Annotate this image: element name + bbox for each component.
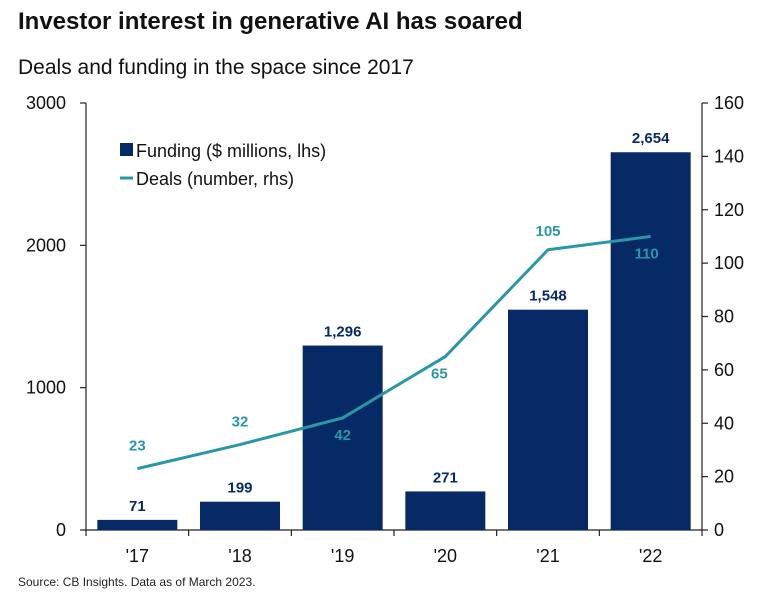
x-tick-label: '21 [536,546,559,566]
right-tick-label: 120 [714,200,744,220]
deals-line-label: 65 [431,366,448,383]
legend-label-deals: Deals (number, rhs) [136,169,294,189]
left-tick-label: 3000 [26,93,66,113]
funding-bar-label: 2,654 [632,130,670,147]
funding-bar-label: 271 [433,469,458,486]
funding-bar-label: 1,548 [529,288,567,305]
source-note: Source: CB Insights. Data as of March 20… [18,575,256,589]
deals-line-label: 32 [232,414,249,431]
deals-line-label: 110 [635,245,659,262]
x-tick-label: '18 [228,546,251,566]
deals-line-label: 42 [334,427,351,444]
chart-subtitle: Deals and funding in the space since 201… [18,56,414,79]
funding-bar [200,501,280,530]
chart-title: Investor interest in generative AI has s… [18,8,523,35]
right-tick-label: 140 [714,146,744,166]
funding-bar-label: 1,296 [324,324,362,341]
left-tick-label: 0 [56,520,66,540]
right-tick-label: 100 [714,253,744,273]
left-tick-label: 1000 [26,378,66,398]
right-tick-label: 80 [714,307,734,327]
funding-bar [508,309,588,530]
funding-bar-label: 199 [227,480,252,497]
funding-bar [610,152,691,531]
legend-swatch-funding [120,143,133,156]
right-tick-label: 0 [714,520,724,540]
x-tick-label: '19 [331,546,354,566]
deals-line [136,234,651,471]
left-tick-label: 2000 [26,235,66,255]
funding-bar [302,345,383,530]
right-tick-label: 40 [714,413,734,433]
funding-bar-label: 71 [129,498,146,515]
deals-line-label: 105 [535,223,560,240]
x-tick-label: '20 [434,546,457,566]
deals-line-label: 23 [129,438,146,455]
right-tick-label: 20 [714,467,734,487]
x-tick-label: '17 [126,546,149,566]
funding-bar [97,519,178,530]
right-tick-label: 60 [714,360,734,380]
funding-bar [405,491,486,530]
right-tick-label: 160 [714,93,744,113]
x-tick-label: '22 [639,546,662,566]
legend-label-funding: Funding ($ millions, lhs) [136,141,326,161]
